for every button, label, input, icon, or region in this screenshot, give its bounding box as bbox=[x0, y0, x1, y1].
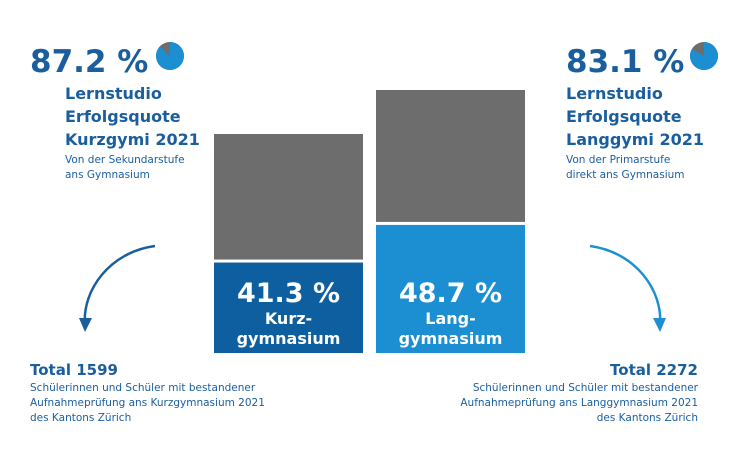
title-line: Lernstudio bbox=[65, 84, 162, 103]
bar-rest bbox=[214, 134, 363, 260]
arrow bbox=[83, 244, 156, 326]
note-line: des Kantons Zürich bbox=[597, 412, 698, 424]
arrow-head bbox=[653, 318, 666, 332]
bar-label: gymnasium bbox=[237, 329, 341, 348]
title-line: Kurzgymi 2021 bbox=[65, 130, 200, 149]
title-line: Erfolgsquote bbox=[566, 107, 682, 126]
percent: 87.2 % bbox=[30, 44, 148, 80]
title-line: Lernstudio bbox=[566, 84, 663, 103]
arrow bbox=[589, 244, 662, 326]
bar-value: 48.7 % bbox=[399, 278, 502, 309]
title-line: Langgymi 2021 bbox=[566, 130, 704, 149]
title-line: Erfolgsquote bbox=[65, 107, 181, 126]
pie-slice bbox=[156, 42, 184, 70]
note-line: Aufnahmeprüfung ans Langgymnasium 2021 bbox=[460, 397, 698, 409]
bar bbox=[214, 262, 363, 353]
pie-slice bbox=[690, 42, 719, 70]
bar bbox=[376, 224, 525, 353]
total: Total 1599 bbox=[30, 361, 118, 379]
subtitle-line: direkt ans Gymnasium bbox=[566, 169, 685, 181]
percent: 83.1 % bbox=[566, 44, 684, 80]
bar-label: gymnasium bbox=[399, 329, 503, 348]
arrow-head bbox=[79, 318, 92, 332]
bar-rest bbox=[376, 90, 525, 222]
subtitle-line: Von der Sekundarstufe bbox=[65, 154, 185, 166]
bar-label: Kurz- bbox=[265, 309, 312, 328]
note-line: Aufnahmeprüfung ans Kurzgymnasium 2021 bbox=[30, 397, 265, 409]
note-line: Schülerinnen und Schüler mit bestandener bbox=[30, 382, 256, 394]
bar-value: 41.3 % bbox=[237, 278, 340, 309]
subtitle-line: Von der Primarstufe bbox=[566, 154, 670, 166]
total: Total 2272 bbox=[610, 361, 698, 379]
bar-label: Lang- bbox=[425, 309, 475, 328]
note-line: Schülerinnen und Schüler mit bestandener bbox=[473, 382, 699, 394]
subtitle-line: ans Gymnasium bbox=[65, 169, 150, 181]
note-line: des Kantons Zürich bbox=[30, 412, 131, 424]
